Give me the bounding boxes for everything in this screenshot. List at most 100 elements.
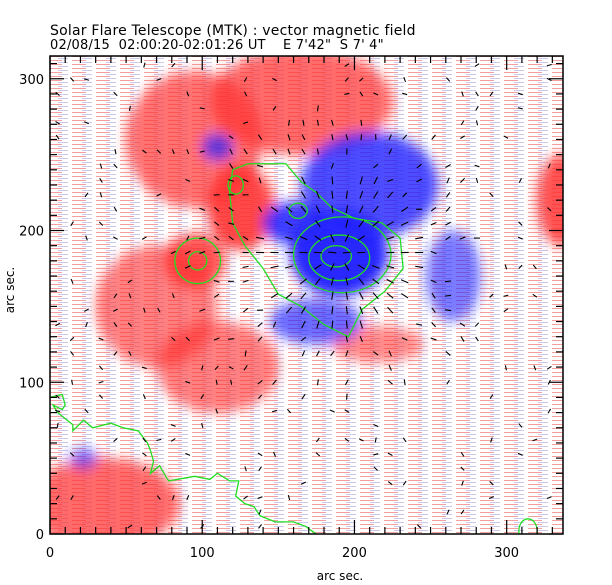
field-vector (430, 279, 437, 284)
field-vector (170, 250, 176, 255)
contour-negative-core-2 (308, 234, 371, 282)
field-vector (171, 336, 176, 342)
field-vector (316, 119, 319, 126)
field-vector (228, 178, 235, 182)
field-vector (402, 437, 407, 443)
field-vector (373, 306, 379, 314)
field-vector (242, 279, 249, 283)
field-vector (546, 77, 552, 82)
field-vector (143, 307, 146, 313)
field-vector (445, 309, 452, 312)
field-vector (127, 322, 133, 327)
field-vector (142, 437, 147, 443)
field-vector (85, 235, 88, 241)
field-vector (84, 192, 89, 198)
y-tick-label: 0 (36, 528, 44, 543)
x-tick-label: 0 (46, 546, 54, 561)
field-vector (186, 235, 190, 241)
field-vector (114, 149, 117, 155)
field-vector (242, 265, 249, 269)
field-vector (386, 278, 394, 284)
field-vector (331, 190, 334, 199)
field-vector (359, 176, 363, 185)
field-vector (258, 177, 262, 184)
field-vector (257, 134, 263, 140)
field-vector (386, 236, 395, 240)
field-vector (243, 365, 248, 371)
field-vector (70, 278, 74, 284)
field-vector (272, 148, 277, 155)
contour-positive-core-3 (227, 175, 244, 195)
field-vector (445, 280, 452, 283)
field-vector (113, 351, 118, 356)
field-vector (415, 236, 424, 240)
field-vector (243, 77, 248, 82)
field-vector (55, 134, 60, 140)
field-vector (475, 120, 479, 126)
field-vector (300, 205, 307, 213)
field-vector (301, 393, 306, 400)
field-vector (359, 205, 364, 214)
field-vector (475, 91, 479, 97)
field-vector (401, 293, 409, 299)
field-vector (141, 366, 147, 370)
field-vector (517, 236, 523, 240)
field-vector (142, 394, 146, 400)
field-vector (342, 251, 351, 254)
field-vector (532, 264, 537, 270)
x-tick-label: 100 (190, 546, 215, 561)
field-vector (402, 480, 407, 486)
field-vector (388, 134, 392, 141)
field-vector (330, 263, 335, 271)
x-tick-label: 300 (494, 546, 519, 561)
field-vector (287, 119, 290, 126)
field-vector (330, 234, 335, 242)
field-vector (272, 379, 277, 385)
contour-negative-core-3 (292, 216, 392, 294)
field-vector (344, 92, 350, 95)
field-vector (430, 337, 437, 341)
field-vector (345, 219, 349, 228)
field-vector (358, 220, 365, 228)
field-vector (490, 437, 493, 443)
field-vector (84, 121, 90, 125)
field-vector (518, 221, 523, 226)
field-vector (373, 351, 379, 356)
field-vector (270, 206, 279, 212)
field-vector (257, 322, 263, 327)
field-vector (400, 279, 409, 284)
field-vector (460, 135, 465, 139)
field-vector (460, 177, 466, 183)
field-vector (446, 379, 450, 385)
field-vector (316, 350, 320, 357)
field-vector (373, 423, 379, 428)
field-vector (372, 292, 379, 300)
field-vector (284, 265, 293, 269)
field-vector (547, 207, 552, 212)
field-vector (228, 338, 235, 340)
field-vector (431, 134, 436, 140)
field-vector (416, 163, 422, 169)
field-vector (285, 306, 293, 314)
field-vector (431, 307, 436, 313)
field-vector (345, 134, 349, 141)
contour-negative-small (288, 202, 308, 220)
field-vector (98, 365, 104, 371)
field-vector (416, 323, 423, 326)
field-vector (415, 265, 424, 269)
field-vector (128, 105, 131, 111)
field-vector (489, 192, 494, 198)
field-vector (257, 336, 263, 342)
field-vector (85, 322, 88, 328)
field-vector (300, 306, 307, 314)
field-vector (344, 63, 350, 67)
field-vector (314, 264, 322, 270)
field-vector (300, 191, 307, 199)
field-vector (270, 293, 279, 299)
plot-frame (49, 55, 564, 535)
field-vector (55, 394, 60, 399)
field-vector (199, 308, 206, 312)
field-region-negative (425, 230, 481, 322)
contour-outline (228, 163, 404, 338)
field-vector (199, 150, 205, 153)
